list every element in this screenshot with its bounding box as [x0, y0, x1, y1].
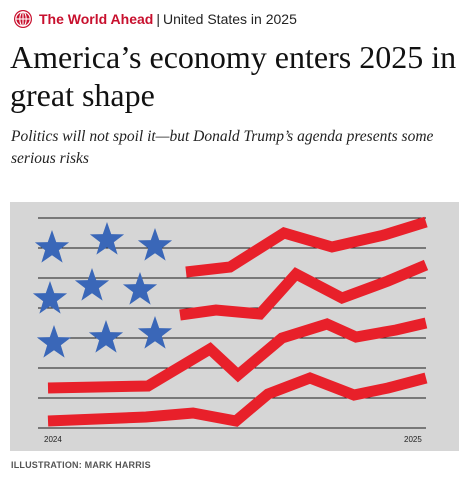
stripe-line — [47, 317, 428, 394]
start-year-label: 2024 — [44, 435, 62, 444]
star-icon-grid — [32, 222, 173, 358]
subsection-link[interactable]: United States in 2025 — [162, 11, 297, 27]
star-icon — [137, 228, 173, 261]
illustration-credit: ILLUSTRATION: MARK HARRIS — [11, 460, 151, 470]
stripe-line — [47, 372, 428, 427]
star-icon — [137, 316, 173, 349]
breadcrumb-separator: | — [156, 11, 160, 27]
globe-icon — [14, 10, 32, 28]
end-year-label: 2025 — [404, 435, 422, 444]
star-icon — [32, 281, 68, 314]
star-icon — [89, 222, 125, 255]
stripe-line — [179, 259, 429, 321]
article-headline: America’s economy enters 2025 in great s… — [10, 39, 457, 113]
star-icon — [74, 268, 110, 301]
stripe-line — [185, 216, 428, 278]
section-link[interactable]: The World Ahead — [39, 11, 154, 27]
star-icon — [88, 320, 124, 353]
article-illustration: 2024 2025 — [10, 202, 459, 451]
star-icon — [34, 230, 70, 263]
article-standfirst: Politics will not spoil it—but Donald Tr… — [11, 128, 434, 167]
stripe-lines — [47, 216, 429, 427]
star-icon — [122, 272, 158, 305]
article-header: The World Ahead | United States in 2025 — [13, 9, 297, 29]
star-icon — [36, 325, 72, 358]
